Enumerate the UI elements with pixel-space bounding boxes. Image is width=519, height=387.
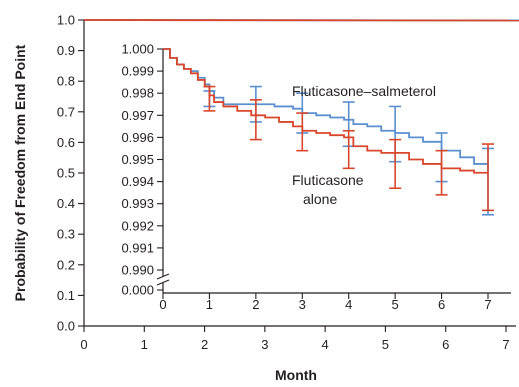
inset-x-tick-label: 3 bbox=[299, 297, 306, 312]
y-axis-title: Probability of Freedom from End Point bbox=[12, 44, 28, 301]
main-x-tick-label: 2 bbox=[201, 337, 208, 352]
error-bar-alone bbox=[389, 138, 402, 190]
axis-break-mark bbox=[156, 273, 170, 286]
main-y-tick-label: 0.2 bbox=[57, 257, 75, 272]
error-bar-alone bbox=[435, 149, 448, 196]
main-x-tick-label: 5 bbox=[382, 337, 389, 352]
error-bar-alone bbox=[296, 112, 309, 152]
main-y-tick-label: 0.3 bbox=[57, 227, 75, 242]
inset-x-tick-label: 0 bbox=[159, 297, 166, 312]
inset-y-tick-label: 0.994 bbox=[121, 174, 154, 189]
inset-x-ticks: 0 1 2 3 4 5 6 7 bbox=[159, 293, 492, 312]
main-x-tick-label: 3 bbox=[261, 337, 268, 352]
inset-y-tick-label: 0.996 bbox=[121, 130, 154, 145]
inset-series-line-alone bbox=[163, 48, 488, 174]
inset-x-tick-label: 1 bbox=[206, 297, 213, 312]
inset-y-tick-label: 0.992 bbox=[121, 218, 154, 233]
main-series-lines bbox=[83, 19, 519, 22]
main-x-tick-label: 1 bbox=[141, 337, 148, 352]
inset-y-tick-label: 0.990 bbox=[121, 263, 154, 278]
main-x-tick-label: 0 bbox=[80, 337, 87, 352]
main-y-tick-label: 0.4 bbox=[57, 196, 75, 211]
main-y-ticks: 0.0 0.1 0.2 0.3 0.4 0.5 0.6 0.7 0.8 0.9 1.0 bbox=[57, 13, 84, 334]
series-label-alone-line1: Fluticasone bbox=[292, 172, 364, 188]
main-y-tick-label: 0.1 bbox=[57, 288, 75, 303]
x-axis-title: Month bbox=[275, 367, 317, 383]
inset-x-tick-label: 2 bbox=[252, 297, 259, 312]
main-x-ticks: 0 1 2 3 4 5 6 7 bbox=[80, 326, 510, 352]
main-x-tick-label: 7 bbox=[502, 337, 509, 352]
inset-series-line-salmeterol bbox=[163, 48, 489, 171]
main-y-tick-label: 0.7 bbox=[57, 104, 75, 119]
main-y-tick-label: 0.5 bbox=[57, 166, 75, 181]
main-y-tick-label: 0.6 bbox=[57, 135, 75, 150]
main-y-tick-label: 1.0 bbox=[57, 13, 75, 28]
main-x-tick-label: 6 bbox=[442, 337, 449, 352]
inset-series bbox=[163, 48, 494, 216]
inset-y-tick-label: 0.995 bbox=[121, 152, 154, 167]
inset-y-tick-label: 0.998 bbox=[121, 86, 154, 101]
inset-y-tick-label: 0.991 bbox=[121, 240, 154, 255]
inset-x-tick-label: 5 bbox=[392, 297, 399, 312]
main-y-tick-label: 0.0 bbox=[57, 319, 75, 334]
series-label-salmeterol: Fluticasone–salmeterol bbox=[292, 83, 436, 99]
series-label-alone-line2: alone bbox=[303, 191, 337, 207]
error-bar-alone bbox=[342, 129, 355, 170]
main-y-tick-label: 0.8 bbox=[57, 74, 75, 89]
error-bar-alone bbox=[249, 99, 262, 141]
inset-y-ticks: 1.000 0.999 0.998 0.997 0.996 0.995 0.994 0.993… bbox=[121, 42, 163, 298]
inset-x-tick-label: 6 bbox=[438, 297, 445, 312]
inset-y-tick-label: 0.999 bbox=[121, 64, 154, 79]
inset-y-tick-label: 0.000 bbox=[121, 283, 154, 298]
main-series-line-alone bbox=[83, 19, 519, 22]
inset-y-tick-label: 0.997 bbox=[121, 108, 154, 123]
inset-x-tick-label: 7 bbox=[484, 297, 491, 312]
inset-y-tick-label: 0.993 bbox=[121, 196, 154, 211]
inset-x-tick-label: 4 bbox=[345, 297, 352, 312]
inset-y-tick-label: 1.000 bbox=[121, 42, 154, 57]
error-bar-alone bbox=[203, 85, 216, 112]
error-bar-alone bbox=[482, 143, 494, 212]
main-y-tick-label: 0.9 bbox=[57, 43, 75, 58]
main-x-tick-label: 4 bbox=[322, 337, 329, 352]
